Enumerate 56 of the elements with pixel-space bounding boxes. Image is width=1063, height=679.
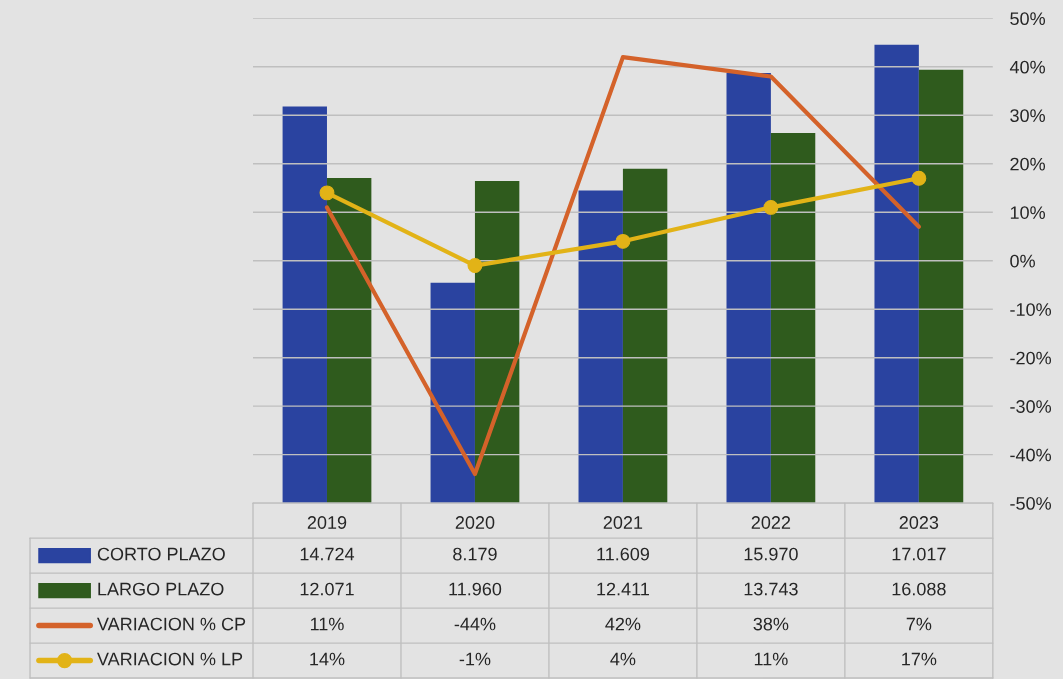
bar bbox=[578, 190, 623, 504]
data-label: 14.724 bbox=[300, 547, 355, 561]
legend-label: VARIACION % CP bbox=[97, 617, 246, 631]
data-label: 4% bbox=[610, 652, 636, 666]
data-label: 17% bbox=[902, 652, 937, 666]
text: 10% bbox=[1010, 206, 1045, 219]
point bbox=[911, 170, 927, 186]
data-label: 7% bbox=[906, 617, 932, 631]
data-label: 11.609 bbox=[597, 547, 650, 561]
x-tick-label: 2022 bbox=[751, 516, 791, 529]
text: 30% bbox=[1010, 109, 1045, 123]
text: 20% bbox=[1010, 157, 1045, 171]
data-label: 38% bbox=[753, 617, 789, 631]
bar bbox=[282, 106, 327, 504]
data-label: 17.017 bbox=[892, 547, 946, 561]
data-label: 12.411 bbox=[597, 582, 649, 596]
data-label: 13.743 bbox=[744, 582, 798, 596]
data-label: 11.960 bbox=[449, 582, 502, 596]
point bbox=[467, 258, 483, 274]
text: -40% bbox=[1010, 448, 1052, 462]
point bbox=[763, 199, 779, 215]
bar bbox=[770, 132, 816, 504]
legend-label: VARIACION % LP bbox=[97, 652, 243, 666]
data-label: 12.071 bbox=[300, 582, 354, 596]
data-label: 42% bbox=[605, 617, 641, 631]
text: 40% bbox=[1009, 60, 1045, 74]
text: -50% bbox=[1010, 497, 1052, 510]
bar bbox=[474, 181, 520, 504]
x-tick-label: 2019 bbox=[307, 516, 347, 529]
point bbox=[319, 185, 335, 201]
data-label: 8.179 bbox=[453, 547, 497, 561]
bar bbox=[326, 178, 372, 504]
x-tick-label: 2020 bbox=[455, 516, 495, 529]
data-label: 16.088 bbox=[892, 582, 946, 596]
data-label: -1% bbox=[459, 652, 491, 666]
bar bbox=[874, 44, 919, 504]
line-series bbox=[324, 55, 921, 477]
data-label: 11% bbox=[310, 617, 344, 631]
bar bbox=[622, 168, 668, 504]
text: -30% bbox=[1010, 400, 1052, 413]
bar bbox=[918, 69, 964, 504]
legend-label: LARGO PLAZO bbox=[98, 582, 224, 596]
legend-label: CORTO PLAZO bbox=[97, 547, 225, 561]
x-tick-label: 2023 bbox=[899, 516, 939, 529]
text: -10% bbox=[1010, 303, 1052, 316]
text: -20% bbox=[1010, 351, 1052, 365]
text: 0% bbox=[1010, 254, 1035, 268]
data-label: -44% bbox=[454, 617, 496, 631]
x-tick-label: 2021 bbox=[603, 516, 643, 529]
data-label: 14% bbox=[310, 652, 345, 666]
data-label: 11% bbox=[754, 652, 788, 666]
bar bbox=[726, 73, 771, 504]
bar bbox=[430, 282, 475, 504]
data-label: 15.970 bbox=[744, 547, 798, 561]
text: 50% bbox=[1010, 12, 1045, 26]
point bbox=[615, 233, 631, 249]
